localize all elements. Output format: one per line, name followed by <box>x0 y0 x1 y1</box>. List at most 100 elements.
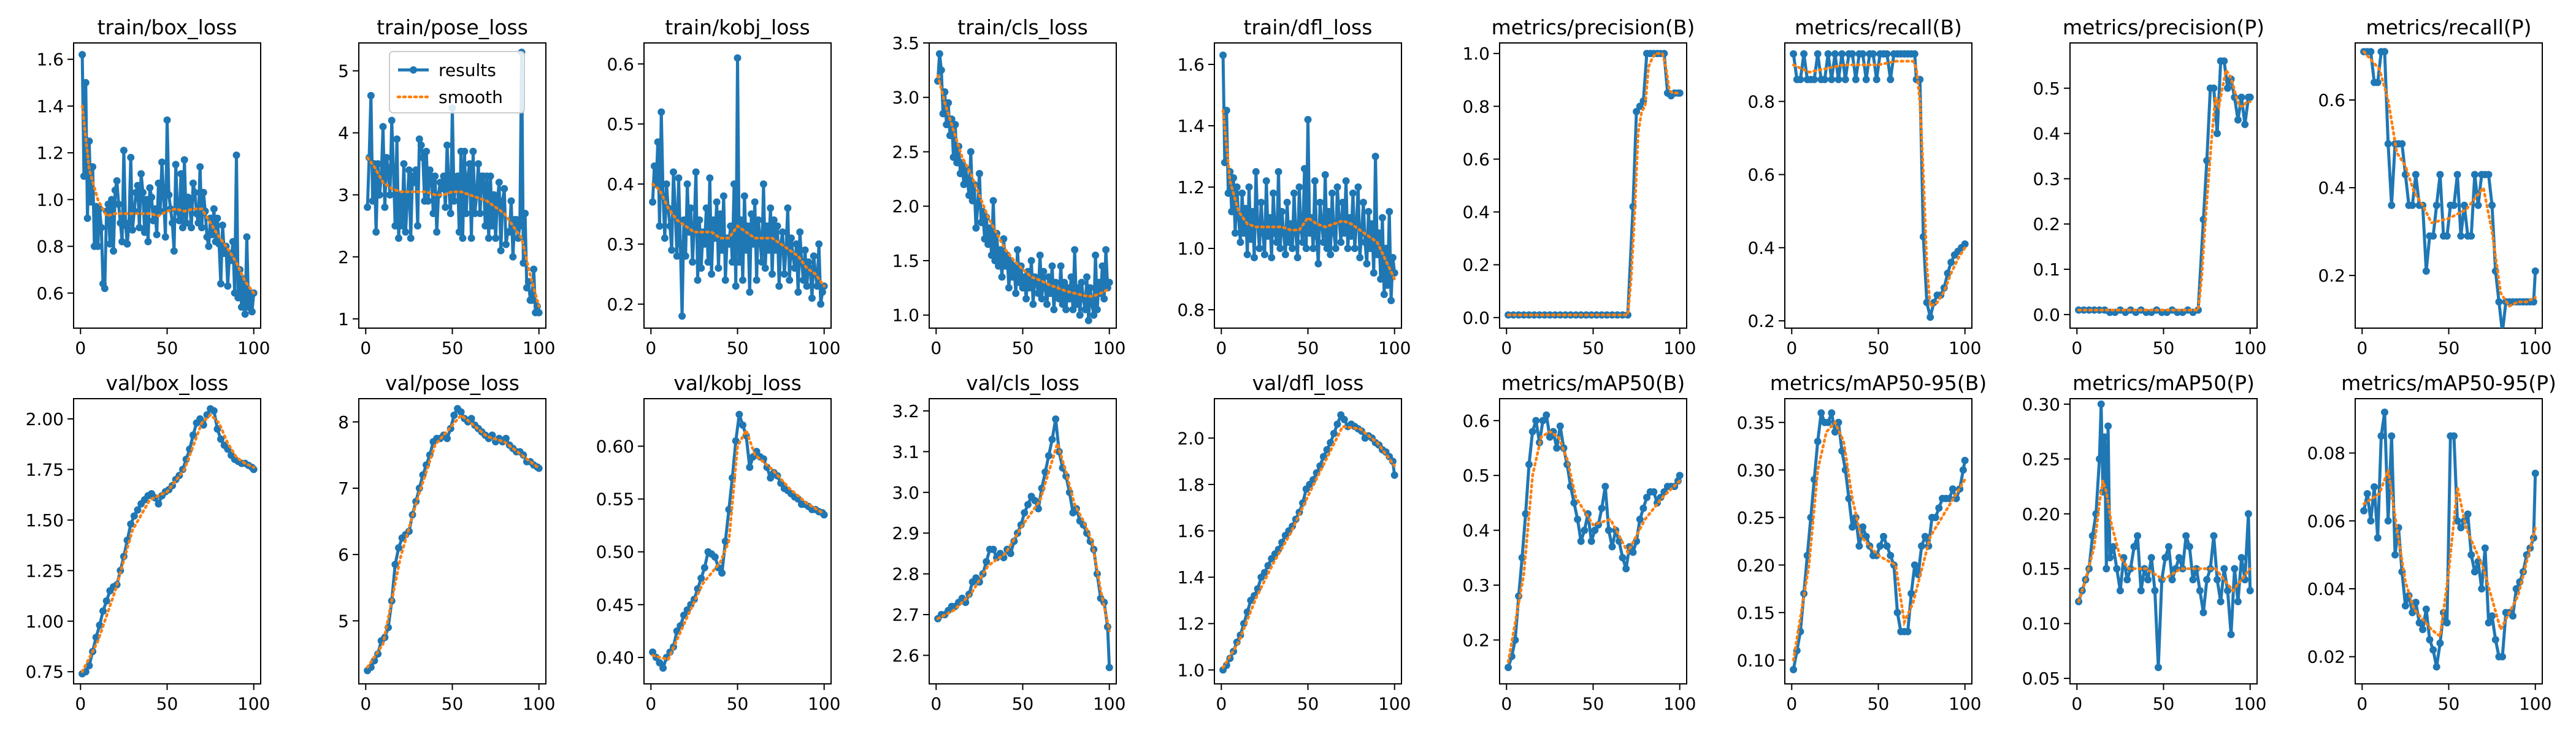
y-tick-label: 0.30 <box>1737 460 1775 480</box>
data-point <box>1342 177 1350 185</box>
data-point <box>697 574 705 582</box>
data-point <box>746 463 754 471</box>
data-point <box>808 294 816 302</box>
data-point <box>1323 446 1331 454</box>
data-point <box>763 222 771 230</box>
data-point <box>423 147 431 155</box>
data-point <box>671 204 679 212</box>
panel-val-box-loss: val/box_loss 0 50 100 0.75 1.00 1.25 1.50 1.75 2.… <box>26 371 270 714</box>
data-point <box>101 285 109 293</box>
series-smooth-line <box>366 156 540 308</box>
legend-marker-results <box>410 66 417 74</box>
y-tick-label: 0.6 <box>607 54 634 74</box>
data-point <box>1264 232 1272 240</box>
y-tick-label: 0.3 <box>1462 575 1490 596</box>
data-point <box>975 170 983 177</box>
data-point <box>770 216 778 224</box>
panel-title: metrics/mAP50-95(P) <box>2341 371 2556 395</box>
data-point <box>513 216 520 224</box>
data-point <box>243 233 251 241</box>
x-tick-label: 100 <box>2234 694 2266 714</box>
data-point <box>1377 275 1385 283</box>
legend-label-smooth: smooth <box>439 87 503 107</box>
data-point <box>1041 284 1049 292</box>
data-point <box>2097 400 2105 408</box>
data-point <box>398 222 406 230</box>
data-point <box>127 153 135 161</box>
data-point <box>1289 245 1297 252</box>
panel-title: train/cls_loss <box>957 15 1088 39</box>
x-tick-label: 50 <box>2438 338 2460 358</box>
x-tick-label: 0 <box>2071 694 2082 714</box>
panel-title: metrics/mAP50(P) <box>2072 371 2255 395</box>
data-point <box>436 178 444 186</box>
data-point <box>1371 153 1379 160</box>
data-point <box>180 156 188 164</box>
data-point <box>1323 245 1331 252</box>
data-point <box>1505 664 1512 672</box>
data-point <box>502 240 510 248</box>
y-tick-label: 2.9 <box>892 523 919 543</box>
data-point <box>981 235 989 243</box>
data-point <box>1382 245 1390 252</box>
panel-metrics-map50-p: metrics/mAP50(P) 0 50 100 0.05 0.10 0.15 0.20 0.… <box>2022 371 2267 714</box>
panel-title: train/box_loss <box>98 15 237 39</box>
data-point <box>2214 129 2221 137</box>
panel-metrics-map50-95-b: metrics/mAP50-95(B) 0 50 100 0.10 0.15 0.20 0.2… <box>1737 371 1987 714</box>
data-point <box>735 410 743 418</box>
data-point <box>803 282 811 290</box>
data-point <box>801 246 809 254</box>
panel-train-kobj-loss: train/kobj_loss 0 50 100 0.2 0.3 0.4 0.5 0.6 <box>607 15 840 358</box>
data-point <box>2175 554 2183 562</box>
data-point <box>102 597 110 605</box>
y-tick-label: 4 <box>338 123 349 144</box>
data-point <box>130 512 138 520</box>
data-point <box>161 233 169 241</box>
data-point <box>960 180 968 188</box>
y-tick-label: 0.4 <box>1462 202 1490 223</box>
data-point <box>1834 75 1842 83</box>
data-point <box>457 408 465 416</box>
data-point <box>735 258 743 266</box>
data-point <box>1335 214 1343 221</box>
data-point <box>721 276 729 284</box>
data-point <box>1276 245 1284 252</box>
data-point <box>2509 612 2517 620</box>
data-point <box>732 437 740 445</box>
data-point <box>1073 301 1080 308</box>
data-point <box>1859 50 1867 58</box>
y-tick-label: 0.2 <box>1462 255 1490 275</box>
data-point <box>155 500 163 508</box>
data-point <box>1543 411 1551 419</box>
data-point <box>2367 517 2375 525</box>
data-point <box>113 177 121 185</box>
data-point <box>1340 229 1348 237</box>
data-point <box>417 141 425 149</box>
data-point <box>1518 554 1526 562</box>
data-point <box>509 253 517 261</box>
x-tick-label: 100 <box>2519 694 2551 714</box>
data-point <box>1086 284 1094 292</box>
data-point <box>2495 298 2503 306</box>
data-point <box>1873 75 1880 83</box>
data-point <box>1314 260 1322 267</box>
data-point <box>218 221 226 229</box>
data-point <box>1332 245 1340 252</box>
data-point <box>2168 576 2176 584</box>
data-point <box>237 303 245 311</box>
data-point <box>1304 116 1312 123</box>
data-point <box>1078 278 1086 286</box>
x-tick-label: 0 <box>645 338 656 358</box>
data-point <box>725 240 733 248</box>
data-point <box>1330 429 1338 437</box>
data-point <box>1319 239 1327 246</box>
data-point <box>1354 183 1362 191</box>
data-point <box>794 288 802 296</box>
data-point <box>129 226 136 234</box>
data-point <box>694 585 702 592</box>
data-point <box>1824 50 1832 58</box>
data-point <box>2453 171 2461 178</box>
data-point <box>497 247 505 255</box>
plot-area <box>1790 409 1969 673</box>
